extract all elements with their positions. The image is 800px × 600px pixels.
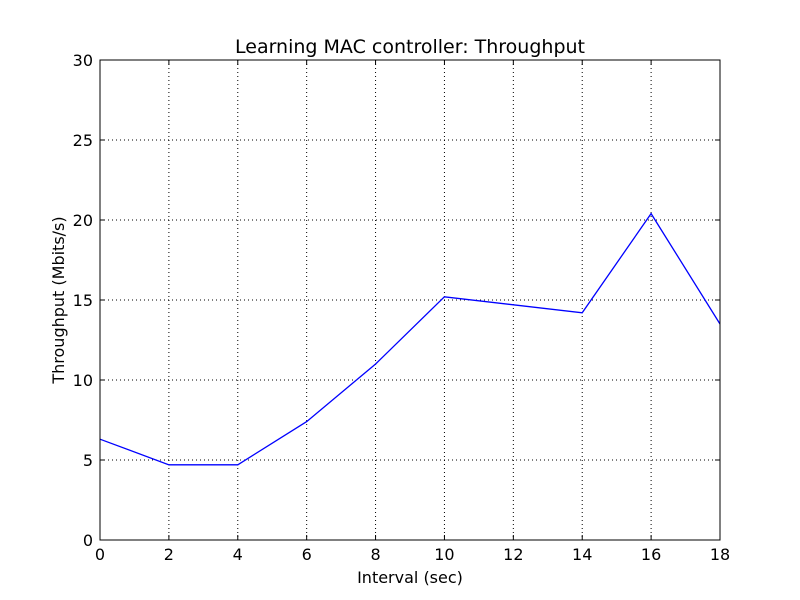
y-tick-label: 10	[73, 371, 93, 390]
x-tick-label: 16	[641, 545, 661, 564]
x-tick-label: 14	[572, 545, 592, 564]
data-point	[444, 296, 445, 297]
data-point	[582, 312, 583, 313]
x-tick-label: 6	[302, 545, 312, 564]
x-tick-label: 10	[434, 545, 454, 564]
tick-marks	[99, 59, 721, 541]
series-group	[99, 212, 721, 466]
x-tick-label: 0	[95, 545, 105, 564]
data-point	[237, 464, 238, 465]
x-axis-title: Interval (sec)	[357, 568, 463, 587]
chart-title: Learning MAC controller: Throughput	[235, 36, 585, 58]
data-point	[651, 213, 652, 214]
y-tick-label: 25	[73, 131, 93, 150]
y-tick-label: 15	[73, 291, 93, 310]
y-tick-label: 20	[73, 211, 93, 230]
data-point	[168, 464, 169, 465]
x-tick-label: 4	[233, 545, 243, 564]
y-tick-label: 30	[73, 51, 93, 70]
data-point	[375, 363, 376, 364]
series-line	[99, 212, 721, 466]
y-tick-label: 5	[83, 451, 93, 470]
x-tick-label: 18	[710, 545, 730, 564]
x-tick-labels: 0 2 4 6 8 10 12 14 16 18	[95, 545, 730, 564]
x-tick-label: 12	[503, 545, 523, 564]
y-tick-labels: 0 5 10 15 20 25 30	[73, 51, 93, 550]
x-tick-label: 8	[370, 545, 380, 564]
y-axis-title: Throughput (Mbits/s)	[49, 216, 68, 384]
x-tick-label: 2	[164, 545, 174, 564]
data-point	[306, 421, 307, 422]
grid-lines	[100, 60, 720, 540]
y-tick-label: 0	[83, 531, 93, 550]
